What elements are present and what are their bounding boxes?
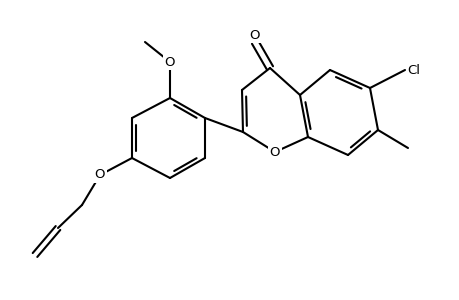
Text: O: O (95, 169, 105, 182)
Text: Cl: Cl (406, 64, 419, 76)
Text: O: O (269, 146, 280, 158)
Text: O: O (249, 29, 260, 42)
Text: O: O (164, 56, 175, 68)
